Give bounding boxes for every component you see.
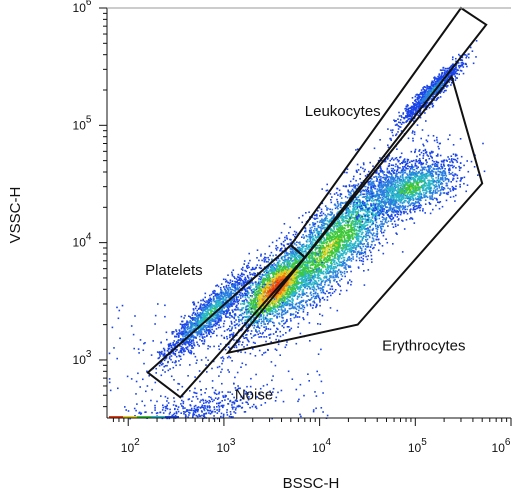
gate-erythrocytes[interactable]: [225, 74, 484, 355]
label-noise: Noise: [235, 387, 273, 404]
x-tick-label: 106: [492, 437, 511, 455]
x-tick-label: 104: [312, 437, 331, 455]
axes: 102 103 104 105 106 103 104 105 106: [73, 0, 512, 455]
x-tick-label: 105: [408, 437, 427, 455]
bottom-color-strip: [165, 416, 179, 418]
y-tick-label: 104: [73, 232, 92, 250]
y-tick-label: 106: [73, 0, 92, 15]
x-tick-label: 103: [216, 437, 235, 455]
bottom-color-strip: [109, 416, 123, 418]
label-leukocytes: Leukocytes: [305, 103, 381, 120]
gates: [146, 6, 488, 399]
x-tick-label: 102: [121, 437, 140, 455]
bottom-color-strip: [151, 416, 165, 418]
bottom-color-strip: [137, 416, 151, 418]
y-tick-label: 105: [73, 114, 92, 132]
bottom-color-strip: [123, 416, 137, 418]
gate-labels: Leukocytes Platelets Erythrocytes Noise: [145, 103, 465, 403]
label-platelets: Platelets: [145, 262, 203, 279]
x-axis-label: BSSC-H: [283, 475, 340, 492]
y-tick-label: 103: [73, 349, 92, 367]
label-erythrocytes: Erythrocytes: [382, 338, 465, 355]
y-axis-label: VSSC-H: [7, 187, 24, 244]
